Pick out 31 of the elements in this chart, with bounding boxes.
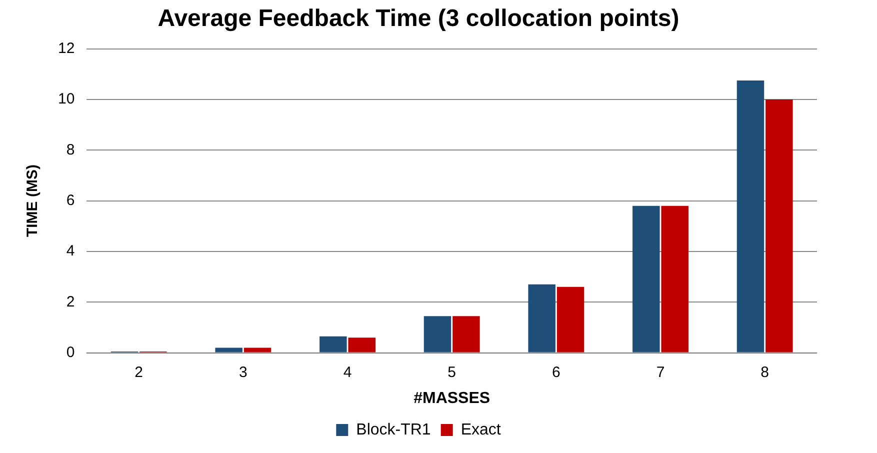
y-axis-title: TIME (MS) bbox=[24, 164, 42, 238]
y-tick-label: 2 bbox=[66, 293, 75, 310]
bar bbox=[215, 348, 242, 352]
x-tick-label: 8 bbox=[760, 364, 770, 381]
bar bbox=[320, 336, 347, 352]
bar bbox=[661, 206, 688, 352]
x-tick-label: 3 bbox=[239, 364, 248, 381]
legend-label: Exact bbox=[460, 421, 502, 438]
bar bbox=[736, 80, 764, 352]
x-tick-label: 4 bbox=[343, 364, 352, 381]
x-tick-label: 7 bbox=[656, 364, 665, 381]
legend-label: Block-TR1 bbox=[356, 421, 431, 438]
x-axis-title: #MASSES bbox=[414, 390, 490, 407]
x-tick-label: 6 bbox=[552, 364, 560, 381]
y-tick-label: 6 bbox=[66, 192, 75, 209]
bar bbox=[244, 348, 272, 352]
y-tick-label: 4 bbox=[66, 242, 75, 260]
bar bbox=[766, 99, 793, 352]
y-tick-label: 10 bbox=[58, 90, 75, 108]
y-tick-label: 8 bbox=[66, 141, 75, 158]
bar bbox=[528, 284, 556, 352]
x-tick-label: 2 bbox=[134, 364, 144, 381]
chart-title: Average Feedback Time (3 collocation points) bbox=[158, 5, 680, 32]
x-tick-label: 5 bbox=[448, 364, 456, 381]
bar bbox=[424, 316, 452, 352]
bar bbox=[556, 286, 584, 352]
y-tick-label: 12 bbox=[58, 40, 75, 57]
bar bbox=[348, 338, 376, 352]
bar bbox=[452, 316, 480, 352]
bar bbox=[632, 206, 660, 352]
y-tick-label: 0 bbox=[66, 344, 75, 361]
